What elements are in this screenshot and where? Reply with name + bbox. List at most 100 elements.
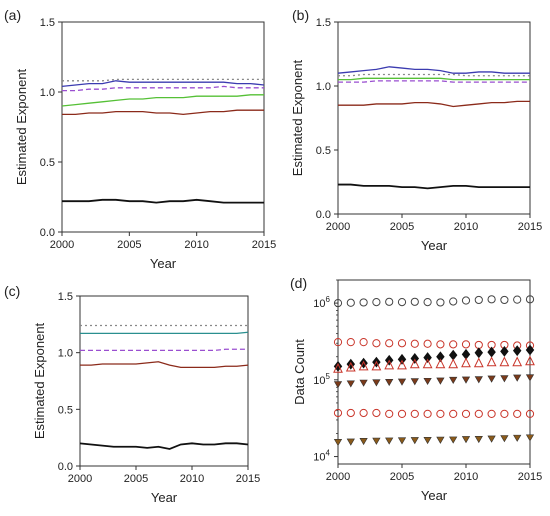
x-tick-label: 2010 (454, 221, 478, 233)
y-tick-label: 0.5 (316, 145, 331, 157)
data-point (397, 378, 407, 386)
data-point (436, 340, 445, 349)
data-point (359, 438, 368, 446)
data-point (359, 298, 368, 307)
y-tick-label: 0.5 (58, 404, 73, 416)
data-point (410, 339, 419, 348)
data-point (525, 374, 535, 382)
data-point (487, 375, 496, 383)
series-line-2 (338, 77, 530, 81)
y-tick-label: 104 (313, 449, 330, 464)
series-line-3 (61, 94, 264, 107)
x-tick-label: 2010 (454, 471, 478, 483)
x-tick-label: 2010 (184, 239, 208, 251)
y-tick-exponent: 4 (326, 449, 331, 458)
data-point (500, 435, 509, 443)
data-point (359, 408, 368, 418)
data-point (409, 358, 420, 369)
data-point (384, 359, 395, 370)
data-point (436, 298, 445, 307)
data-point (333, 439, 343, 447)
data-point (410, 297, 419, 306)
data-point (448, 349, 458, 361)
y-tick-label: 0.0 (40, 227, 55, 239)
plot-frame (79, 295, 249, 467)
data-point (500, 409, 509, 418)
y-tick-label: 1.5 (316, 17, 331, 29)
data-point (525, 355, 535, 366)
data-point (397, 298, 407, 307)
data-point (410, 378, 419, 386)
y-tick-label: 1.5 (40, 17, 55, 29)
data-point (474, 295, 483, 305)
data-point (500, 295, 509, 305)
data-point (410, 353, 420, 364)
data-point (422, 358, 433, 369)
data-point (513, 434, 522, 442)
data-point (513, 409, 522, 418)
x-axis-label: Year (150, 256, 177, 271)
data-point (461, 409, 471, 418)
data-point (371, 360, 382, 371)
data-point (473, 357, 484, 368)
y-tick-base: 10 (313, 452, 325, 464)
panel-a: (a) 2000 2005 2010 2015 0.0 0.5 1.0 1.5 Year Estim… (4, 7, 276, 271)
x-tick-label: 2010 (180, 473, 204, 485)
y-tick-label: 0.0 (316, 209, 331, 221)
data-point (487, 435, 496, 443)
data-point (436, 377, 445, 385)
data-point (372, 408, 381, 418)
data-point (423, 339, 432, 348)
data-point (423, 377, 432, 386)
data-point (345, 361, 356, 372)
y-axis-label: Estimated Exponent (32, 322, 47, 439)
y-tick-label: 1.0 (58, 348, 73, 360)
series-line-2 (62, 85, 264, 92)
data-point (461, 376, 471, 384)
series-line-4 (338, 100, 530, 108)
panel-b: (b) 2000 2005 2010 2015 0.0 0.5 1.0 1.5 Year Estim… (290, 7, 542, 253)
x-tick-label: 2005 (390, 471, 414, 483)
data-point (346, 438, 355, 446)
data-point (500, 375, 509, 383)
y-tick-exponent: 5 (326, 372, 331, 381)
data-point (410, 437, 419, 445)
data-point (346, 380, 355, 388)
data-point (359, 338, 368, 347)
data-point (512, 345, 522, 357)
series-line-4 (79, 442, 249, 450)
y-axis-label: Estimated Exponent (14, 68, 29, 185)
data-point (410, 409, 419, 418)
data-point (397, 353, 407, 365)
y-tick-label: 105 (313, 372, 330, 387)
data-point (333, 408, 343, 418)
panel-label: (d) (290, 275, 307, 291)
plot-frame (61, 21, 265, 233)
data-point (474, 435, 483, 444)
series-line-1 (80, 331, 249, 335)
data-point (358, 360, 369, 371)
data-point (449, 409, 458, 418)
data-point (385, 297, 394, 306)
panel-label: (b) (292, 7, 309, 23)
series-line-0 (62, 78, 264, 82)
y-axis-label: Estimated Exponent (290, 59, 305, 176)
data-point (346, 298, 355, 307)
data-point (525, 409, 535, 418)
data-point (474, 347, 484, 359)
data-point (487, 346, 496, 358)
data-point (397, 359, 407, 370)
data-point (346, 338, 355, 347)
data-point (448, 358, 459, 369)
x-tick-label: 2015 (518, 221, 542, 233)
data-point (512, 356, 523, 367)
data-point (436, 351, 445, 363)
x-axis-label: Year (421, 238, 448, 253)
series-line-4 (62, 109, 264, 116)
data-point (435, 358, 446, 369)
data-point (449, 436, 458, 444)
data-point (359, 357, 368, 369)
data-point (333, 338, 343, 347)
y-tick-base: 10 (313, 375, 325, 387)
